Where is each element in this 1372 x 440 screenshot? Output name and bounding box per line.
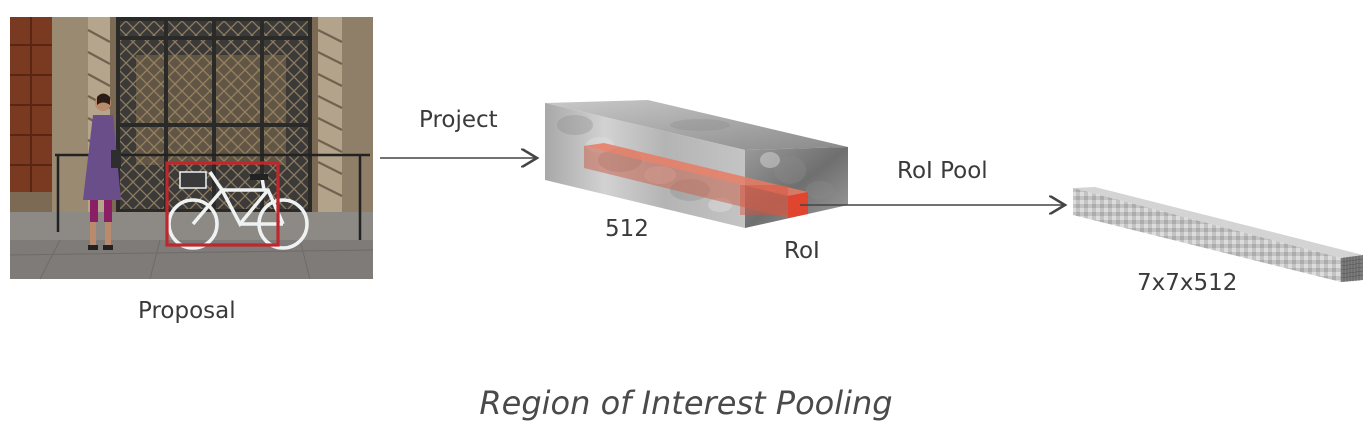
output-size-label: 7x7x512 [1137, 270, 1238, 296]
roi-label: RoI [784, 238, 820, 264]
proposal-box [165, 161, 280, 247]
diagram-caption: Region of Interest Pooling [479, 384, 893, 422]
channels-label: 512 [605, 216, 649, 242]
proposal-photo [9, 17, 374, 280]
roi-column [584, 143, 808, 218]
project-label: Project [419, 107, 498, 133]
roi-pool-label: RoI Pool [897, 158, 988, 184]
proposal-label: Proposal [138, 298, 236, 324]
pooled-output-block [1073, 187, 1364, 282]
